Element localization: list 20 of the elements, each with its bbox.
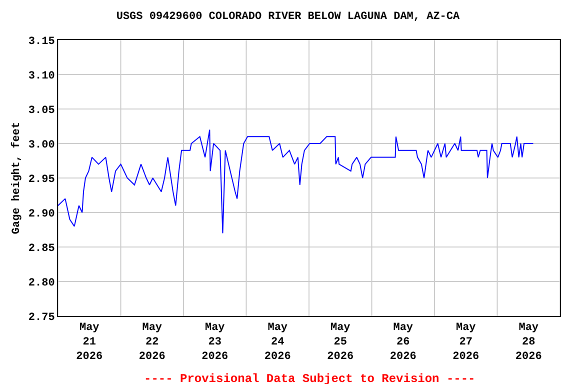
x-tick-label: May 22 2026 [138, 322, 166, 363]
y-tick-label: 2.85 [28, 242, 56, 255]
x-tick-label: May 27 2026 [452, 322, 480, 363]
y-tick-label: 2.75 [28, 312, 56, 324]
y-tick-label: 3.15 [28, 36, 56, 48]
y-tick-label: 2.95 [28, 174, 56, 186]
chart-title: USGS 09429600 COLORADO RIVER BELOW LAGUNA DAM, AZ-CA [116, 11, 460, 24]
y-tick-label: 3.10 [28, 70, 55, 82]
x-tick-label: May 23 2026 [202, 322, 228, 363]
x-tick-label: May 25 2026 [327, 322, 354, 363]
y-tick-label: 2.90 [28, 208, 55, 220]
x-tick-label: May 21 2026 [76, 322, 103, 363]
y-tick-label: 3.05 [28, 104, 56, 117]
line-series [58, 129, 534, 234]
y-tick-label: 3.00 [28, 139, 55, 152]
y-axis-title: Gage height, feet [10, 122, 24, 234]
x-tick-label: May 24 2026 [264, 322, 291, 363]
y-tick-label: 2.80 [28, 277, 55, 290]
x-tick-label: May 26 2026 [390, 322, 416, 363]
x-tick-label: May 28 2026 [515, 322, 542, 363]
